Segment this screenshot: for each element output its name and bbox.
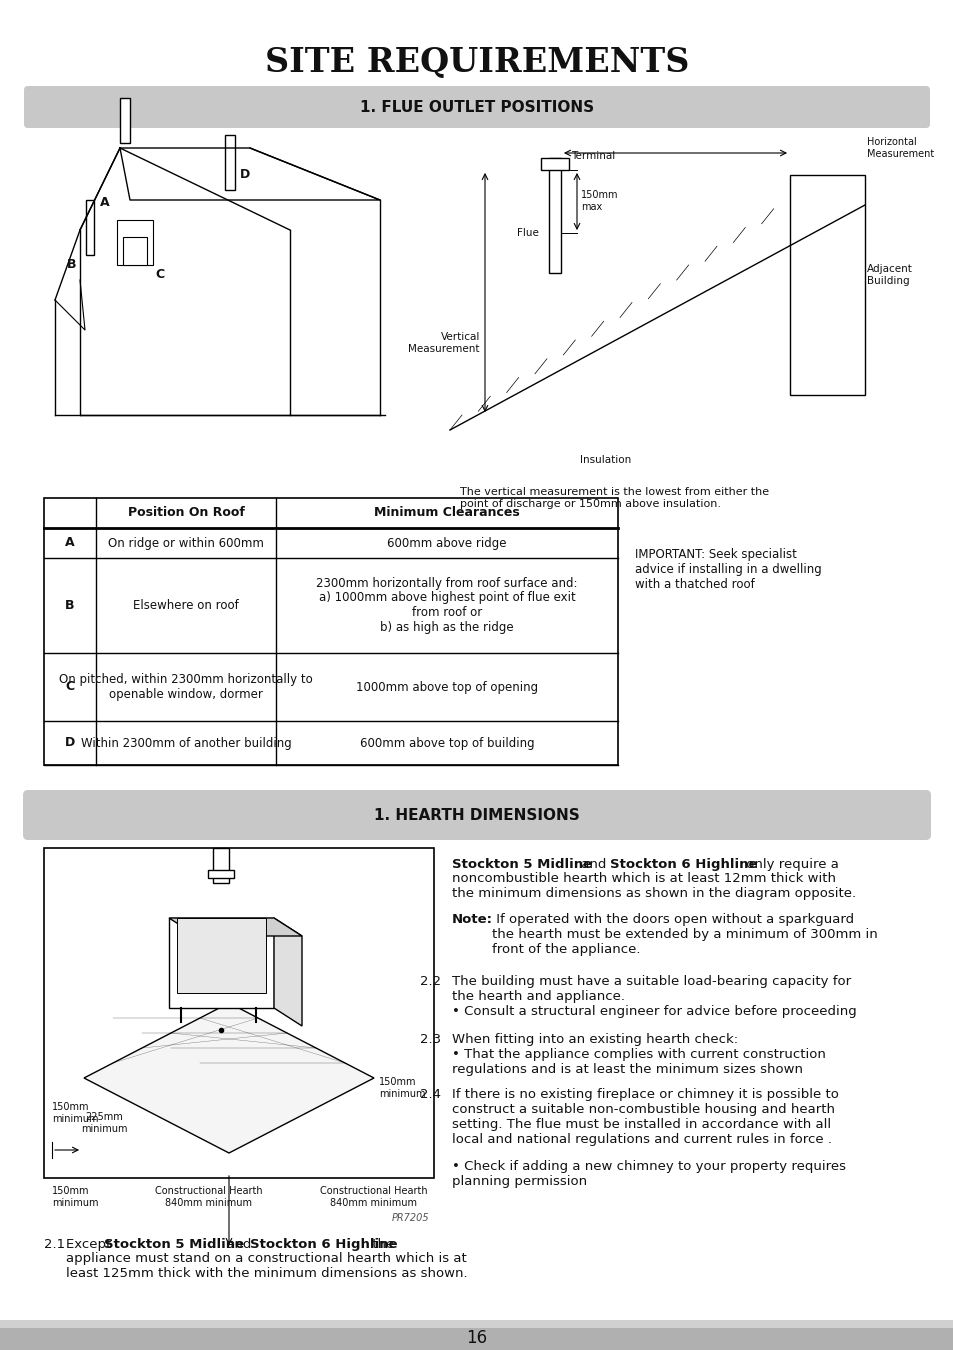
Text: Minimum Clearances: Minimum Clearances	[374, 506, 519, 520]
Text: D: D	[239, 169, 250, 181]
Text: noncombustible hearth which is at least 12mm thick with
the minimum dimensions a: noncombustible hearth which is at least …	[452, 872, 855, 900]
Text: Note:: Note:	[452, 913, 493, 926]
Bar	[117, 220, 152, 265]
Text: Except: Except	[66, 1238, 115, 1251]
Bar	[789, 176, 864, 396]
Text: and: and	[222, 1238, 255, 1251]
Bar	[225, 135, 234, 190]
Bar	[213, 848, 229, 883]
Text: 2.3: 2.3	[419, 1033, 440, 1046]
Text: 150mm
minimum: 150mm minimum	[378, 1077, 425, 1099]
FancyBboxPatch shape	[23, 790, 930, 840]
Text: Constructional Hearth
840mm minimum: Constructional Hearth 840mm minimum	[155, 1187, 262, 1208]
Text: A: A	[65, 536, 74, 549]
Text: Stockton 5 Midline: Stockton 5 Midline	[104, 1238, 244, 1251]
Text: Stockton 5 Midline: Stockton 5 Midline	[452, 859, 592, 871]
Text: The vertical measurement is the lowest from either the
point of discharge or 150: The vertical measurement is the lowest f…	[459, 487, 768, 509]
Bar	[169, 918, 274, 1008]
Text: When fitting into an existing hearth check:
• That the appliance complies with c: When fitting into an existing hearth che…	[452, 1033, 825, 1076]
Text: 150mm
max: 150mm max	[580, 190, 618, 212]
Text: 150mm
minimum: 150mm minimum	[52, 1102, 98, 1123]
Text: 2300mm horizontally from roof surface and:
a) 1000mm above highest point of flue: 2300mm horizontally from roof surface an…	[315, 576, 578, 634]
Text: B: B	[65, 599, 74, 612]
Text: Stockton 6 Highline: Stockton 6 Highline	[250, 1238, 397, 1251]
Text: Vertical
Measurement: Vertical Measurement	[408, 332, 479, 354]
Text: 600mm above ridge: 600mm above ridge	[387, 536, 506, 549]
Text: 16: 16	[466, 1328, 487, 1347]
Text: 1. FLUE OUTLET POSITIONS: 1. FLUE OUTLET POSITIONS	[359, 100, 594, 115]
Text: 2.1: 2.1	[44, 1238, 65, 1251]
Polygon shape	[274, 918, 302, 1026]
Text: Constructional Hearth
840mm minimum: Constructional Hearth 840mm minimum	[320, 1187, 427, 1208]
Bar	[548, 158, 560, 273]
Bar	[0, 1328, 953, 1350]
Text: A: A	[100, 197, 110, 209]
Text: Terminal: Terminal	[571, 151, 615, 161]
Text: On ridge or within 600mm: On ridge or within 600mm	[108, 536, 264, 549]
Text: • Check if adding a new chimney to your property requires
planning permission: • Check if adding a new chimney to your …	[452, 1160, 845, 1188]
Bar	[86, 200, 94, 255]
Text: the: the	[368, 1238, 394, 1251]
Bar	[540, 158, 568, 170]
Text: appliance must stand on a constructional hearth which is at
least 125mm thick wi: appliance must stand on a constructional…	[66, 1251, 467, 1280]
Text: C: C	[66, 680, 74, 694]
Text: IMPORTANT: Seek specialist
advice if installing in a dwelling
with a thatched ro: IMPORTANT: Seek specialist advice if ins…	[635, 548, 821, 591]
Text: 2.4: 2.4	[419, 1088, 440, 1102]
Text: Stockton 6 Highline: Stockton 6 Highline	[609, 859, 757, 871]
Polygon shape	[169, 918, 302, 936]
Bar	[44, 498, 618, 765]
Text: Flue: Flue	[517, 228, 538, 238]
Text: 225mm
minimum: 225mm minimum	[81, 1112, 127, 1134]
Text: only require a: only require a	[741, 859, 838, 871]
Text: 600mm above top of building: 600mm above top of building	[359, 737, 534, 749]
FancyBboxPatch shape	[24, 86, 929, 128]
Text: and: and	[577, 859, 610, 871]
Text: B: B	[67, 258, 76, 271]
Polygon shape	[84, 1003, 374, 1153]
Bar	[208, 869, 233, 878]
Text: D: D	[65, 737, 75, 749]
Bar	[177, 918, 266, 994]
Text: 2.2: 2.2	[419, 975, 440, 988]
Text: If there is no existing fireplace or chimney it is possible to
construct a suita: If there is no existing fireplace or chi…	[452, 1088, 838, 1146]
Text: Position On Roof: Position On Roof	[128, 506, 244, 520]
Text: The building must have a suitable load-bearing capacity for
the hearth and appli: The building must have a suitable load-b…	[452, 975, 856, 1018]
Text: 1. HEARTH DIMENSIONS: 1. HEARTH DIMENSIONS	[374, 807, 579, 822]
Bar	[120, 99, 130, 143]
Text: SITE REQUIREMENTS: SITE REQUIREMENTS	[265, 46, 688, 78]
Bar	[0, 1320, 953, 1328]
Bar	[123, 238, 147, 265]
Text: Elsewhere on roof: Elsewhere on roof	[133, 599, 238, 612]
Text: Within 2300mm of another building: Within 2300mm of another building	[81, 737, 291, 749]
Text: Insulation: Insulation	[579, 455, 631, 464]
Text: 150mm
minimum: 150mm minimum	[52, 1187, 98, 1208]
Text: PR7205: PR7205	[391, 1214, 429, 1223]
Text: On pitched, within 2300mm horizontally to
openable window, dormer: On pitched, within 2300mm horizontally t…	[59, 674, 313, 701]
Text: If operated with the doors open without a sparkguard
the hearth must be extended: If operated with the doors open without …	[492, 913, 877, 956]
Text: Adjacent
Building: Adjacent Building	[866, 265, 912, 286]
Bar	[44, 848, 434, 1179]
Text: C: C	[155, 269, 164, 282]
Text: Horizontal
Measurement: Horizontal Measurement	[866, 138, 933, 159]
Text: 1000mm above top of opening: 1000mm above top of opening	[355, 680, 537, 694]
